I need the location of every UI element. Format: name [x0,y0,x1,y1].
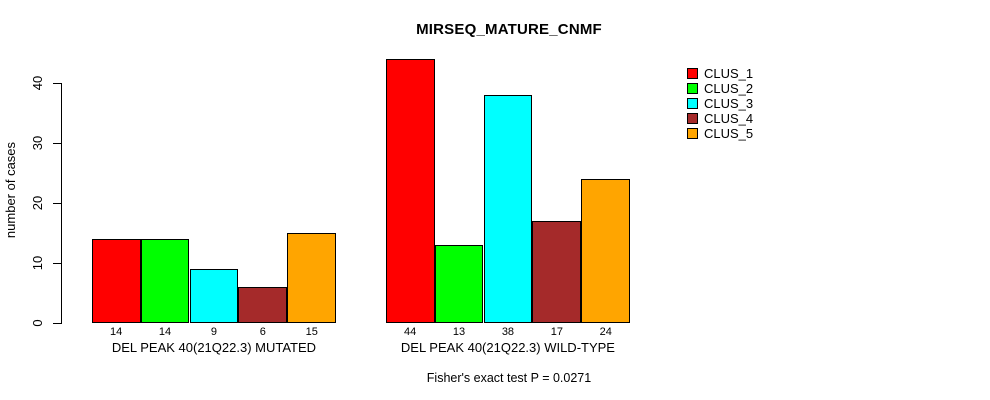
bar-value-label: 14 [110,326,123,338]
y-tick-label: 30 [30,135,45,151]
y-tick-mark [53,83,61,84]
legend-swatch-clus_3 [687,98,698,110]
legend-swatch-clus_5 [687,128,698,140]
y-tick-mark [53,203,61,204]
bar-value-label: 17 [550,326,563,338]
legend-label: CLUS_2 [704,81,754,97]
bar-clus_4-group1 [238,287,288,323]
bar-clus_3-group1 [189,269,239,323]
legend-label: CLUS_1 [704,66,754,82]
legend-label: CLUS_5 [704,126,754,142]
bar-clus_2-group2 [434,245,484,323]
chart-title: MIRSEQ_MATURE_CNMF [416,21,602,38]
bar-clus_1-group2 [385,59,435,323]
y-tick-mark [53,263,61,264]
bar-clus_5-group1 [287,233,337,323]
bar-clus_2-group1 [140,239,190,323]
bar-value-label: 24 [599,326,612,338]
bar-clus_5-group2 [581,179,631,323]
y-tick-mark [53,143,61,144]
legend-label: CLUS_4 [704,111,754,127]
legend-label: CLUS_3 [704,96,754,112]
group-label: DEL PEAK 40(21Q22.3) MUTATED [111,340,317,355]
bar-value-label: 38 [501,326,515,338]
group-label: DEL PEAK 40(21Q22.3) WILD-TYPE [400,340,615,355]
legend-swatch-clus_1 [687,68,698,80]
y-tick-label: 10 [30,255,45,271]
legend-swatch-clus_2 [687,83,698,95]
legend: CLUS_1 CLUS_2 CLUS_3 CLUS_4 CLUS_5 [687,66,753,141]
bar-clus_1-group1 [91,239,141,323]
legend-swatch-clus_4 [687,113,698,125]
y-tick-label: 0 [30,319,45,327]
bar-value-label: 9 [210,326,217,338]
y-axis-label: number of cases [3,141,18,239]
bar-value-label: 14 [158,326,172,338]
bar-clus_3-group2 [483,95,533,323]
legend-item-clus_5: CLUS_5 [687,126,753,141]
y-axis-line [61,83,62,324]
legend-item-clus_4: CLUS_4 [687,111,753,126]
y-tick-label: 40 [30,75,45,91]
y-tick-mark [53,323,61,324]
bar-value-label: 13 [452,326,466,338]
annotation-text: Fisher's exact test P = 0.0271 [426,371,592,385]
legend-item-clus_1: CLUS_1 [687,66,753,81]
bar-value-label: 15 [305,326,318,338]
bar-clus_4-group2 [532,221,582,323]
bar-value-label: 44 [404,326,417,338]
y-tick-label: 20 [30,195,45,211]
bar-value-label: 6 [259,326,266,338]
legend-item-clus_2: CLUS_2 [687,81,753,96]
legend-item-clus_3: CLUS_3 [687,96,753,111]
